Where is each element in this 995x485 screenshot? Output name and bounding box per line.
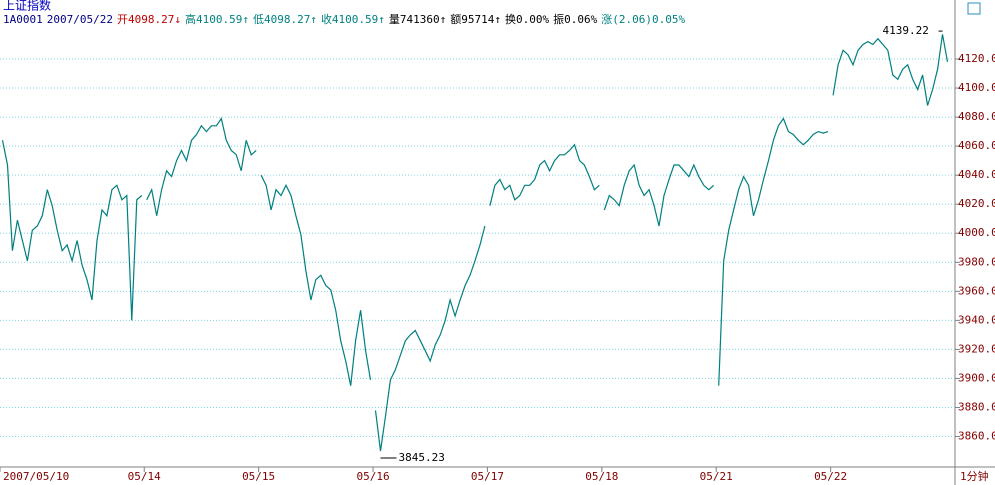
y-tick-label: 3960.0 [958,284,995,297]
price-line [718,117,829,386]
quote-item: 1A0001 [3,13,43,26]
y-tick-label: 3900.0 [958,371,995,384]
y-tick-label: 3980.0 [958,255,995,268]
y-tick-label: 4120.0 [958,52,995,65]
price-line [260,174,372,386]
y-tick-label: 3920.0 [958,342,995,355]
y-tick-label: 4000.0 [958,226,995,239]
price-line [489,143,600,206]
y-tick-label: 4100.0 [958,81,995,94]
x-tick-label: 05/17 [471,470,504,483]
annotation: 3845.23 [398,451,444,464]
y-tick-label: 3940.0 [958,313,995,326]
quote-item: 额95714↑ [450,13,501,26]
quote-item: 振0.06% [553,12,597,26]
y-tick-label: 4080.0 [958,110,995,123]
x-tick-label: 05/14 [128,470,161,483]
quote-item: 换0.00% [505,12,549,26]
menu-icon[interactable] [967,2,981,15]
x-tick-label: 05/16 [356,470,389,483]
x-tick-label: 05/21 [700,470,733,483]
quote-item: 量741360↑ [389,13,446,26]
quote-item: 涨(2.06)0.05% [601,13,685,26]
y-tick-label: 4020.0 [958,197,995,210]
y-tick-label: 4040.0 [958,168,995,181]
period: 1分钟 [960,469,989,483]
price-line [832,34,949,106]
price-line [146,117,257,216]
x-tick-label: 05/15 [242,470,275,483]
y-tick-label: 3880.0 [958,400,995,413]
x-tick-label: 05/18 [585,470,618,483]
price-line [603,163,715,227]
title: 上证指数 [3,0,51,13]
quote-item: 高4100.59↑ [185,12,249,26]
quote-line: 1A0001 2007/05/22 开4098.27↓ 高4100.59↑ 低4098.… [3,12,686,26]
quote-item: 低4098.27↑ [253,13,317,26]
quote-item: 2007/05/22 [47,13,113,26]
quote-item: 收4100.59↑ [321,12,385,26]
price-line [1,140,143,321]
x-tick-label: 2007/05/10 [3,470,69,483]
quote-item: 开4098.27↓ [117,13,181,26]
price-line [374,225,486,452]
x-tick-label: 05/22 [814,470,847,483]
y-tick-label: 4060.0 [958,139,995,152]
y-tick-label: 3860.0 [958,430,995,443]
annotation: 4139.22 [883,24,929,37]
